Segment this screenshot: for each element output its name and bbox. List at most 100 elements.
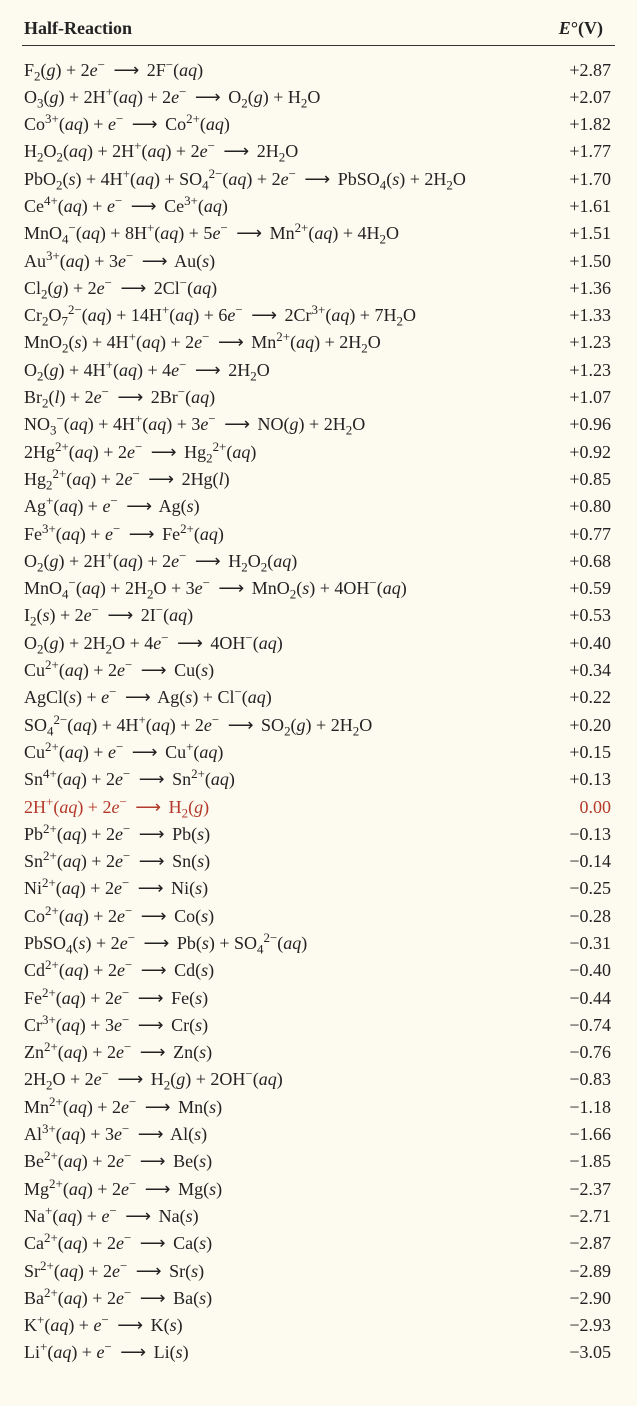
table-row: Na+(aq) + e− ⟶ Na(s)−2.71 (22, 1202, 615, 1229)
half-reaction: Co2+(aq) + 2e− ⟶ Co(s) (24, 904, 551, 928)
table-row: Cr2O72−(aq) + 14H+(aq) + 6e− ⟶ 2Cr3+(aq)… (22, 302, 615, 329)
half-reaction: Mg2+(aq) + 2e− ⟶ Mg(s) (24, 1177, 551, 1201)
half-reaction: 2H2O + 2e− ⟶ H2(g) + 2OH−(aq) (24, 1067, 551, 1091)
standard-potential: −0.13 (551, 822, 611, 846)
standard-potential: −3.05 (551, 1340, 611, 1364)
table-row: Co2+(aq) + 2e− ⟶ Co(s)−0.28 (22, 902, 615, 929)
standard-potential: 0.00 (551, 795, 611, 819)
half-reaction: Au3+(aq) + 3e− ⟶ Au(s) (24, 249, 551, 273)
table-body: F2(g) + 2e− ⟶ 2F−(aq)+2.87O3(g) + 2H+(aq… (22, 56, 615, 1366)
table-row: Sr2+(aq) + 2e− ⟶ Sr(s)−2.89 (22, 1257, 615, 1284)
table-row: 2H2O + 2e− ⟶ H2(g) + 2OH−(aq)−0.83 (22, 1066, 615, 1093)
table-row: Ni2+(aq) + 2e− ⟶ Ni(s)−0.25 (22, 875, 615, 902)
standard-potential: +1.23 (551, 330, 611, 354)
table-row: Ca2+(aq) + 2e− ⟶ Ca(s)−2.87 (22, 1230, 615, 1257)
half-reaction: Ag+(aq) + e− ⟶ Ag(s) (24, 494, 551, 518)
half-reaction: Cu2+(aq) + e− ⟶ Cu+(aq) (24, 740, 551, 764)
table-row: Ag+(aq) + e− ⟶ Ag(s)+0.80 (22, 493, 615, 520)
standard-potential: −1.85 (551, 1149, 611, 1173)
half-reaction: Li+(aq) + e− ⟶ Li(s) (24, 1340, 551, 1364)
table-row: Fe2+(aq) + 2e− ⟶ Fe(s)−0.44 (22, 984, 615, 1011)
table-row: O3(g) + 2H+(aq) + 2e− ⟶ O2(g) + H2O+2.07 (22, 83, 615, 110)
table-header: Half-Reaction E°(V) (22, 18, 615, 46)
standard-potential: −1.18 (551, 1095, 611, 1119)
table-row: PbSO4(s) + 2e− ⟶ Pb(s) + SO42−(aq)−0.31 (22, 930, 615, 957)
standard-potential: +0.92 (551, 440, 611, 464)
table-row: Cr3+(aq) + 3e− ⟶ Cr(s)−0.74 (22, 1011, 615, 1038)
standard-potential: +0.22 (551, 685, 611, 709)
half-reaction: I2(s) + 2e− ⟶ 2I−(aq) (24, 603, 551, 627)
half-reaction: O2(g) + 2H+(aq) + 2e− ⟶ H2O2(aq) (24, 549, 551, 573)
standard-potential: +0.96 (551, 412, 611, 436)
half-reaction: Mn2+(aq) + 2e− ⟶ Mn(s) (24, 1095, 551, 1119)
standard-potential: +1.82 (551, 112, 611, 136)
standard-potential: +0.20 (551, 713, 611, 737)
table-row: AgCl(s) + e− ⟶ Ag(s) + Cl−(aq)+0.22 (22, 684, 615, 711)
standard-potential: +0.77 (551, 522, 611, 546)
half-reaction: Sn4+(aq) + 2e− ⟶ Sn2+(aq) (24, 767, 551, 791)
half-reaction: Al3+(aq) + 3e− ⟶ Al(s) (24, 1122, 551, 1146)
half-reaction: Cl2(g) + 2e− ⟶ 2Cl−(aq) (24, 276, 551, 300)
table-row: H2O2(aq) + 2H+(aq) + 2e− ⟶ 2H2O+1.77 (22, 138, 615, 165)
standard-potential: +1.07 (551, 385, 611, 409)
standard-potential: −0.40 (551, 958, 611, 982)
table-row: MnO4−(aq) + 2H2O + 3e− ⟶ MnO2(s) + 4OH−(… (22, 575, 615, 602)
table-row: Zn2+(aq) + 2e− ⟶ Zn(s)−0.76 (22, 1039, 615, 1066)
half-reaction: Cr3+(aq) + 3e− ⟶ Cr(s) (24, 1013, 551, 1037)
standard-potential: −2.90 (551, 1286, 611, 1310)
table-row: O2(g) + 2H2O + 4e− ⟶ 4OH−(aq)+0.40 (22, 629, 615, 656)
table-row: Cd2+(aq) + 2e− ⟶ Cd(s)−0.40 (22, 957, 615, 984)
table-row: SO42−(aq) + 4H+(aq) + 2e− ⟶ SO2(g) + 2H2… (22, 711, 615, 738)
standard-potential: −2.93 (551, 1313, 611, 1337)
half-reaction: PbO2(s) + 4H+(aq) + SO42−(aq) + 2e− ⟶ Pb… (24, 167, 551, 191)
table-row: MnO2(s) + 4H+(aq) + 2e− ⟶ Mn2+(aq) + 2H2… (22, 329, 615, 356)
table-row: Fe3+(aq) + e− ⟶ Fe2+(aq)+0.77 (22, 520, 615, 547)
half-reaction: Na+(aq) + e− ⟶ Na(s) (24, 1204, 551, 1228)
standard-potential: +0.53 (551, 603, 611, 627)
standard-potential: +0.59 (551, 576, 611, 600)
table-row: PbO2(s) + 4H+(aq) + SO42−(aq) + 2e− ⟶ Pb… (22, 165, 615, 192)
standard-potential: +1.33 (551, 303, 611, 327)
standard-potential: +1.50 (551, 249, 611, 273)
table-row: Ce4+(aq) + e− ⟶ Ce3+(aq)+1.61 (22, 192, 615, 219)
table-row: Pb2+(aq) + 2e− ⟶ Pb(s)−0.13 (22, 820, 615, 847)
half-reaction: Sn2+(aq) + 2e− ⟶ Sn(s) (24, 849, 551, 873)
table-row: I2(s) + 2e− ⟶ 2I−(aq)+0.53 (22, 602, 615, 629)
standard-potential: +0.85 (551, 467, 611, 491)
half-reaction: Cr2O72−(aq) + 14H+(aq) + 6e− ⟶ 2Cr3+(aq)… (24, 303, 551, 327)
standard-potential: −1.66 (551, 1122, 611, 1146)
standard-potential: −0.74 (551, 1013, 611, 1037)
table-row: Cu2+(aq) + 2e− ⟶ Cu(s)+0.34 (22, 657, 615, 684)
half-reaction: Br2(l) + 2e− ⟶ 2Br−(aq) (24, 385, 551, 409)
standard-potential: −0.28 (551, 904, 611, 928)
table-row: 2H+(aq) + 2e− ⟶ H2(g)0.00 (22, 793, 615, 820)
table-row: Mn2+(aq) + 2e− ⟶ Mn(s)−1.18 (22, 1093, 615, 1120)
standard-potential: −2.37 (551, 1177, 611, 1201)
table-row: Br2(l) + 2e− ⟶ 2Br−(aq)+1.07 (22, 384, 615, 411)
table-row: Au3+(aq) + 3e− ⟶ Au(s)+1.50 (22, 247, 615, 274)
half-reaction: Hg22+(aq) + 2e− ⟶ 2Hg(l) (24, 467, 551, 491)
half-reaction: Ce4+(aq) + e− ⟶ Ce3+(aq) (24, 194, 551, 218)
half-reaction: K+(aq) + e− ⟶ K(s) (24, 1313, 551, 1337)
standard-potential: +1.70 (551, 167, 611, 191)
standard-potential: +0.15 (551, 740, 611, 764)
half-reaction: Fe2+(aq) + 2e− ⟶ Fe(s) (24, 986, 551, 1010)
half-reaction: NO3−(aq) + 4H+(aq) + 3e− ⟶ NO(g) + 2H2O (24, 412, 551, 436)
table-row: Co3+(aq) + e− ⟶ Co2+(aq)+1.82 (22, 111, 615, 138)
standard-potential: −0.83 (551, 1067, 611, 1091)
half-reaction: H2O2(aq) + 2H+(aq) + 2e− ⟶ 2H2O (24, 139, 551, 163)
standard-potential: +1.77 (551, 139, 611, 163)
half-reaction: AgCl(s) + e− ⟶ Ag(s) + Cl−(aq) (24, 685, 551, 709)
standard-potential: +0.40 (551, 631, 611, 655)
half-reaction: 2Hg2+(aq) + 2e− ⟶ Hg22+(aq) (24, 440, 551, 464)
standard-potential: −0.76 (551, 1040, 611, 1064)
table-row: NO3−(aq) + 4H+(aq) + 3e− ⟶ NO(g) + 2H2O+… (22, 411, 615, 438)
half-reaction: 2H+(aq) + 2e− ⟶ H2(g) (24, 795, 551, 819)
table-row: MnO4−(aq) + 8H+(aq) + 5e− ⟶ Mn2+(aq) + 4… (22, 220, 615, 247)
standard-potential: −0.25 (551, 876, 611, 900)
standard-potential: −0.44 (551, 986, 611, 1010)
standard-potential: −2.71 (551, 1204, 611, 1228)
half-reaction: Be2+(aq) + 2e− ⟶ Be(s) (24, 1149, 551, 1173)
half-reaction: MnO2(s) + 4H+(aq) + 2e− ⟶ Mn2+(aq) + 2H2… (24, 330, 551, 354)
half-reaction: Ca2+(aq) + 2e− ⟶ Ca(s) (24, 1231, 551, 1255)
